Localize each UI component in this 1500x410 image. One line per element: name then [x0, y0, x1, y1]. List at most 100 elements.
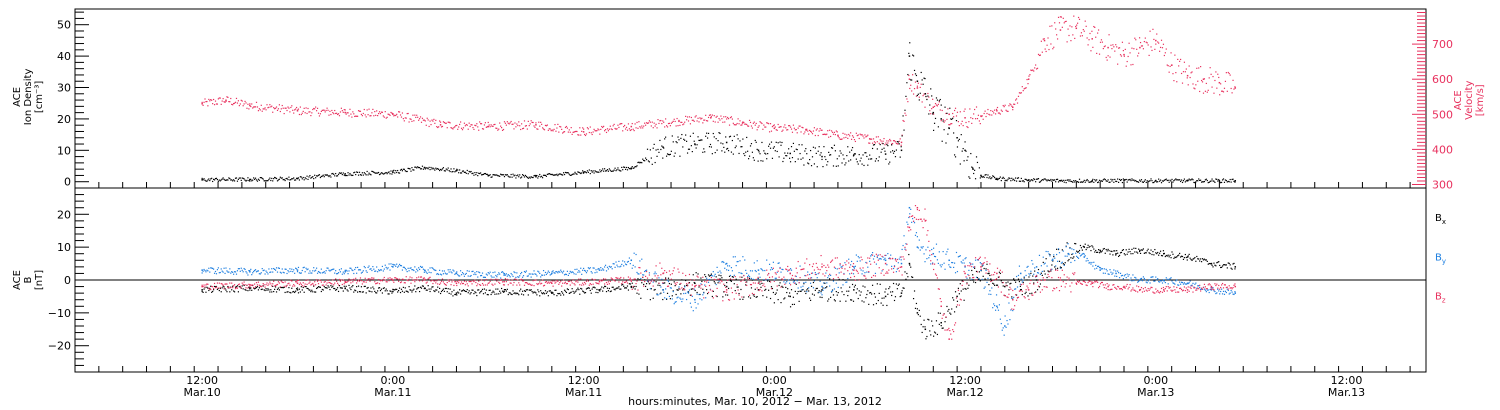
density-dot [1110, 178, 1112, 180]
bx-dot [1031, 292, 1033, 294]
bx-dot [1045, 258, 1047, 260]
bx-dot [953, 299, 955, 301]
bx-dot [719, 278, 721, 280]
density-dot [328, 175, 330, 178]
density-dot [1005, 179, 1007, 181]
velocity-dot [751, 127, 754, 129]
by-dot [424, 270, 426, 272]
density-dot [608, 168, 610, 170]
density-dot [585, 172, 588, 174]
by-dot [600, 267, 602, 269]
velocity-dot [1220, 83, 1222, 85]
bx-dot [363, 285, 365, 288]
bx-dot [358, 290, 361, 293]
by-dot [415, 271, 417, 273]
by-dot [385, 266, 387, 269]
bx-dot [1068, 258, 1070, 261]
by-dot [1221, 293, 1224, 295]
bx-dot [307, 287, 309, 290]
velocity-dot [353, 113, 355, 115]
velocity-dot [240, 99, 242, 101]
by-point [964, 266, 966, 268]
density-dot [601, 169, 603, 172]
bz-dot [314, 281, 316, 283]
velocity-dot [752, 122, 754, 124]
bx-dot [1009, 283, 1011, 285]
by-dot [960, 261, 962, 263]
velocity-dot [674, 120, 676, 123]
by-dot [937, 262, 939, 265]
bx-dot [438, 291, 440, 293]
velocity-dot [801, 126, 803, 128]
bx-dot [618, 286, 620, 288]
density-dot [538, 175, 540, 177]
by-dot [307, 268, 309, 270]
by-dot [384, 264, 386, 266]
density-dot [630, 168, 632, 170]
velocity-dot [1069, 25, 1071, 27]
bz-dot [213, 282, 216, 285]
bx-dot [266, 289, 268, 291]
density-dot [685, 134, 687, 136]
by-dot [205, 271, 207, 273]
velocity-dot [1081, 35, 1083, 37]
density-dot [318, 174, 321, 176]
density-dot [1155, 179, 1157, 181]
density-dot [291, 178, 293, 180]
velocity-dot [499, 122, 501, 124]
bx-dot [542, 292, 545, 294]
bx-dot [1193, 257, 1195, 260]
density-dot [1214, 181, 1216, 184]
velocity-dot [736, 122, 738, 125]
density-dot [402, 168, 404, 170]
bx-dot [1024, 292, 1026, 295]
velocity-dot [336, 112, 338, 114]
bz-dot [289, 284, 291, 286]
bz-dot [234, 287, 237, 290]
by-dot [1086, 257, 1088, 260]
by-dot [1203, 288, 1206, 290]
bz-dot [341, 283, 343, 286]
bx-dot [995, 284, 998, 286]
density-dot [1003, 177, 1005, 180]
bx-dot [944, 321, 946, 323]
bx-dot [413, 288, 415, 290]
density-dot [718, 132, 720, 134]
bx-dot [511, 293, 513, 296]
by-dot [1182, 283, 1185, 285]
velocity-dot [578, 134, 580, 136]
bz-dot [238, 283, 240, 285]
density-dot [957, 140, 959, 142]
velocity-dot [852, 136, 855, 138]
density-dot [1027, 180, 1029, 182]
bx-dot [577, 287, 579, 289]
by-dot [1075, 252, 1077, 254]
bx-dot [583, 292, 586, 294]
by-dot [380, 269, 383, 271]
by-dot [523, 270, 526, 273]
by-dot [251, 274, 253, 276]
density-dot [282, 179, 284, 181]
velocity-dot [766, 122, 768, 124]
by-dot [660, 286, 662, 288]
density-dot [216, 178, 219, 181]
by-dot [542, 274, 544, 276]
density-dot [918, 99, 920, 101]
by-dot [490, 275, 492, 277]
bx-dot [1179, 256, 1182, 258]
density-dot [294, 179, 296, 181]
density-dot [536, 174, 538, 177]
bx-dot [869, 292, 871, 294]
by-dot [826, 282, 828, 284]
bx-dot [543, 293, 546, 295]
density-dot [209, 179, 211, 182]
bx-dot [218, 289, 220, 292]
density-dot [522, 174, 525, 177]
by-dot [288, 271, 290, 273]
velocity-dot [1210, 73, 1212, 75]
bz-point [503, 280, 505, 283]
bx-dot [322, 289, 324, 291]
density-dot [804, 150, 806, 152]
velocity-dot [295, 108, 297, 110]
velocity-dot [359, 110, 362, 112]
